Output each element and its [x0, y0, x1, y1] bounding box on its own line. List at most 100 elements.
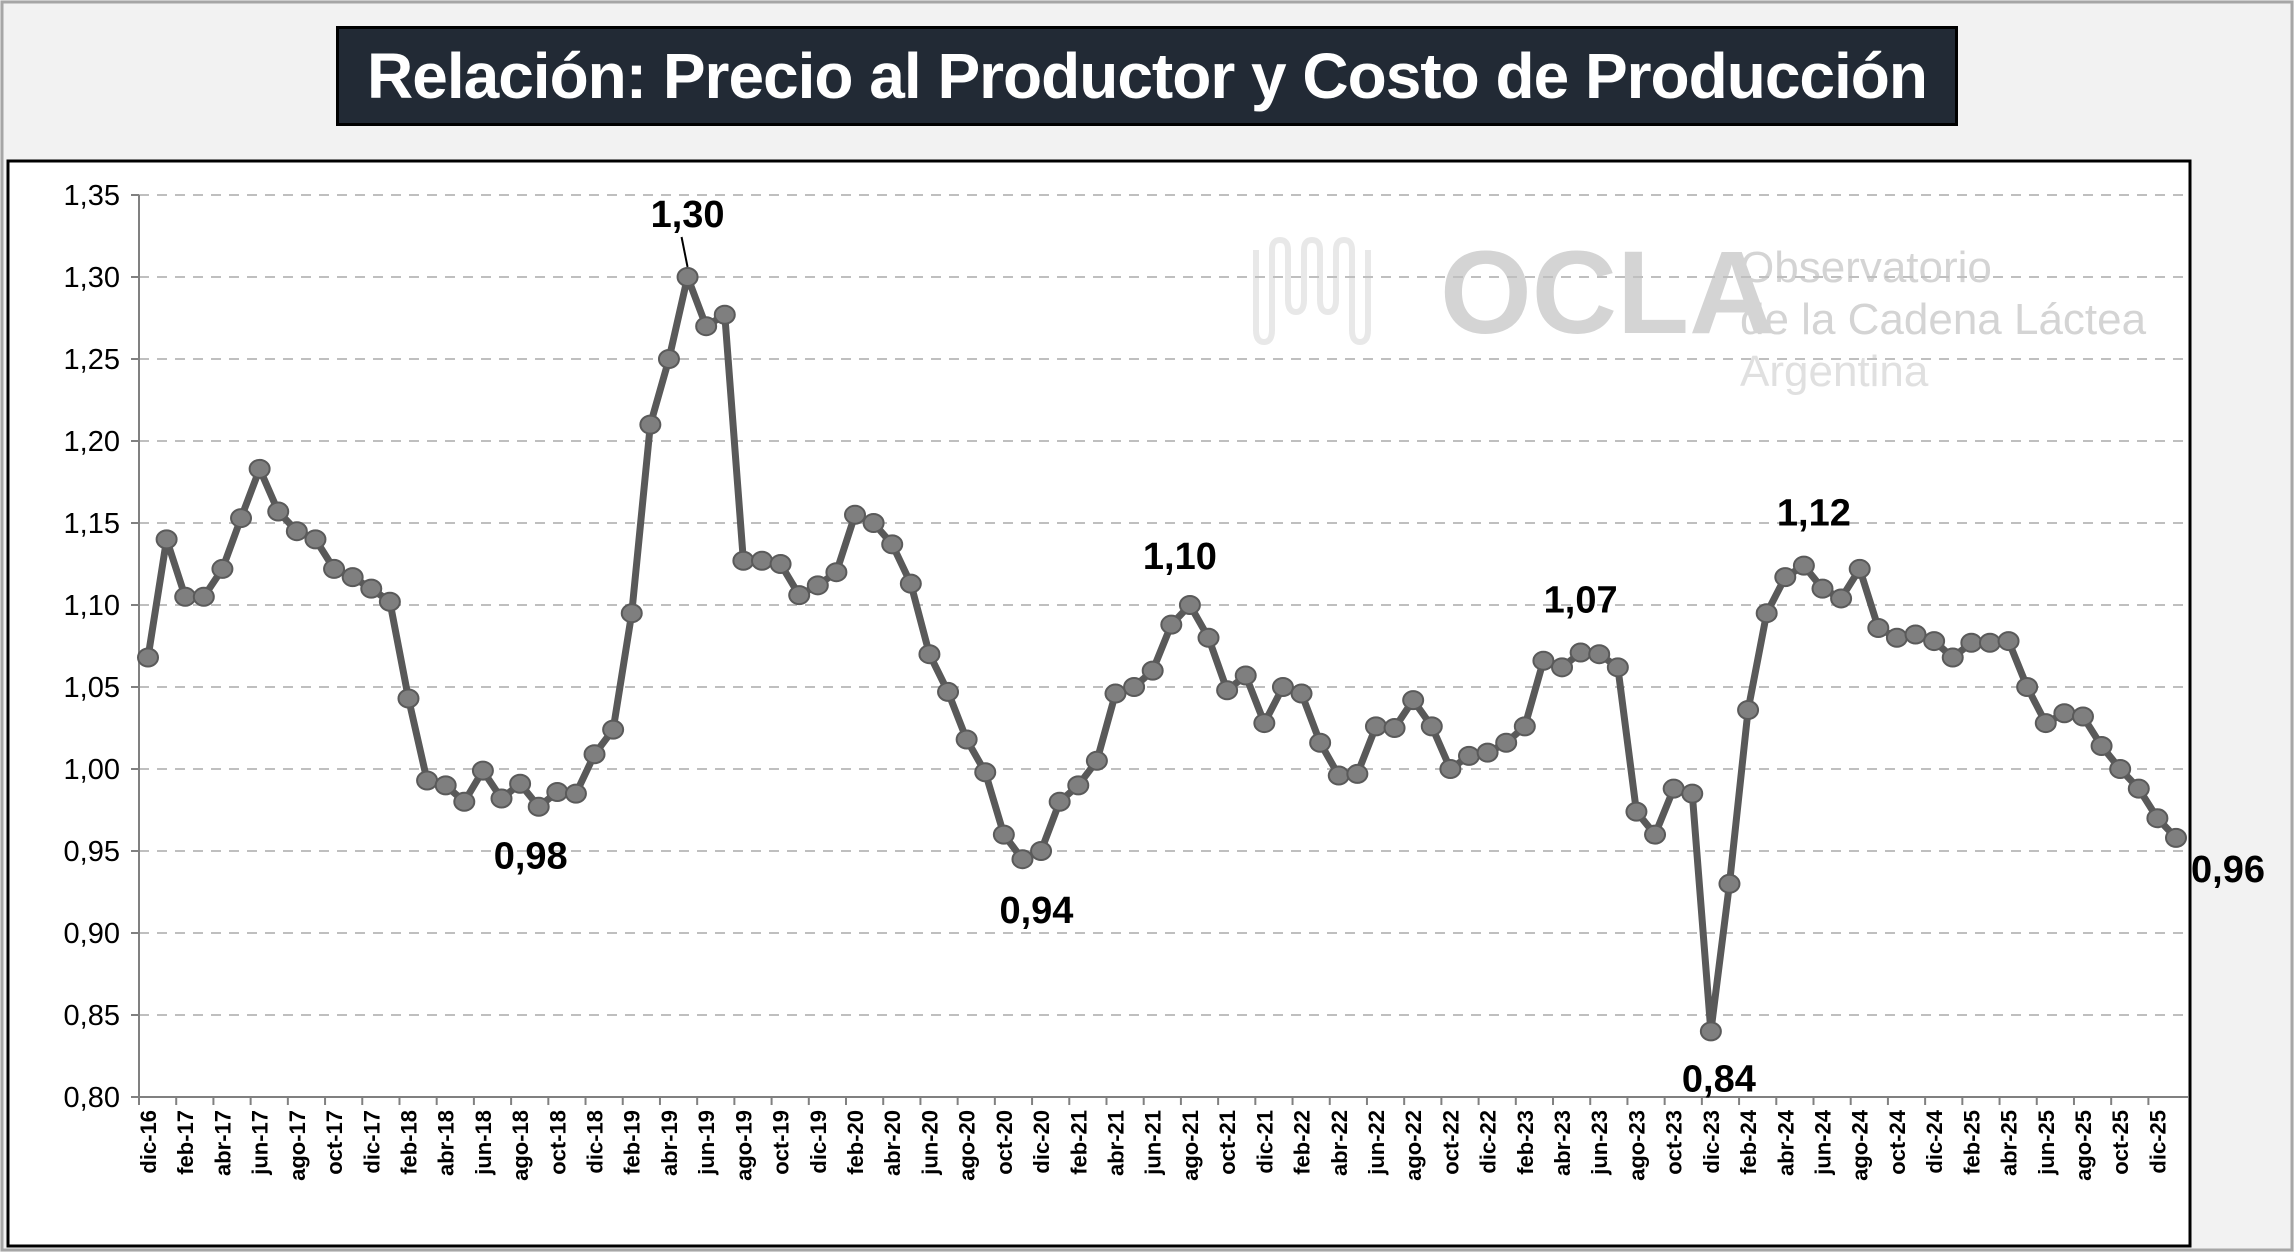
y-tick-label: 0,85 — [64, 1000, 120, 1032]
data-point — [1067, 775, 1090, 796]
data-point — [639, 414, 662, 435]
x-tick-label: ago-24 — [1848, 1109, 1873, 1181]
data-label: 0,96 — [2191, 849, 2265, 891]
data-point — [1625, 801, 1648, 822]
data-point — [1030, 841, 1053, 861]
data-point — [1997, 631, 2020, 652]
y-tick-label: 1,15 — [64, 508, 120, 540]
x-tick-label: dic-19 — [806, 1110, 831, 1174]
data-point — [1811, 578, 1834, 599]
data-point — [1904, 624, 1927, 645]
data-point — [1941, 647, 1964, 668]
data-point — [1420, 716, 1443, 737]
annotations: 1,30 0,98 0,94 1,10 1,07 0,84 1,12 0,96 — [494, 194, 2265, 1100]
data-point — [2071, 706, 2094, 727]
ocla-watermark: OCLA Observatorio de la Cadena Láctea Ar… — [1253, 227, 2147, 396]
watermark-line3: Argentina — [1740, 347, 1929, 396]
x-tick-label: ago-21 — [1178, 1110, 1203, 1181]
data-point — [527, 796, 550, 817]
annotation-leader — [680, 236, 689, 268]
data-point — [267, 501, 290, 522]
data-point — [825, 562, 848, 583]
x-tick-label: jun-22 — [1364, 1110, 1389, 1176]
data-point — [2090, 736, 2113, 757]
data-point — [155, 529, 178, 550]
y-axis-ticks: 0,80 0,85 0,90 0,95 1,00 1,05 1,10 1,15 1,20 1,25… — [64, 180, 139, 1114]
x-tick-label: dic-23 — [1699, 1110, 1724, 1174]
x-tick-label: ago-19 — [731, 1110, 756, 1181]
data-point — [1495, 732, 1518, 753]
data-point — [769, 554, 792, 574]
watermark-line1: Observatorio — [1740, 243, 1992, 292]
data-point — [1476, 742, 1499, 763]
data-point — [1216, 680, 1239, 701]
data-point — [1364, 716, 1387, 737]
x-tick-label: feb-19 — [620, 1110, 645, 1175]
data-point — [192, 586, 215, 607]
data-point — [1439, 759, 1462, 779]
data-point — [1048, 791, 1071, 812]
x-tick-label: abr-19 — [657, 1110, 682, 1176]
data-point — [2146, 808, 2169, 829]
data-point — [806, 575, 829, 596]
x-tick-label: ago-17 — [285, 1110, 310, 1181]
x-tick-label: oct-23 — [1662, 1110, 1687, 1175]
data-point — [1978, 632, 2001, 653]
data-point — [974, 762, 997, 783]
y-tick-label: 1,30 — [64, 262, 120, 294]
x-tick-label: ago-23 — [1624, 1110, 1649, 1181]
data-point — [137, 647, 159, 668]
x-tick-label: dic-22 — [1476, 1110, 1501, 1174]
data-point — [1402, 690, 1425, 711]
data-point — [323, 558, 346, 579]
data-point — [1141, 660, 1164, 681]
x-tick-label: oct-21 — [1215, 1110, 1240, 1175]
data-point — [1346, 763, 1369, 784]
x-tick-label: dic-20 — [1029, 1110, 1054, 1174]
data-point — [1681, 783, 1704, 804]
data-point — [1327, 765, 1350, 786]
x-tick-label: abr-20 — [880, 1110, 905, 1176]
data-label: 1,10 — [1143, 536, 1217, 578]
x-tick-label: feb-24 — [1736, 1109, 1761, 1175]
x-tick-label: abr-22 — [1327, 1110, 1352, 1176]
x-tick-label: feb-22 — [1290, 1110, 1315, 1175]
x-tick-label: feb-18 — [396, 1110, 421, 1175]
data-point — [788, 585, 811, 606]
x-tick-label: abr-24 — [1773, 1109, 1798, 1176]
data-point — [1644, 824, 1667, 845]
x-tick-label: oct-19 — [769, 1110, 794, 1175]
data-point — [2016, 677, 2039, 697]
data-point — [732, 550, 755, 571]
data-point — [1830, 588, 1853, 609]
x-tick-label: jun-19 — [694, 1110, 719, 1176]
y-tick-label: 1,05 — [64, 672, 120, 704]
data-point — [602, 719, 625, 740]
data-point — [881, 534, 904, 555]
data-point — [1699, 1021, 1722, 1042]
data-point — [304, 529, 327, 550]
data-point — [1457, 745, 1480, 766]
data-point — [2165, 827, 2187, 848]
data-point — [1085, 750, 1108, 771]
x-tick-label: ago-18 — [508, 1110, 533, 1181]
y-tick-label: 1,10 — [64, 590, 120, 622]
y-tick-label: 1,35 — [64, 180, 120, 212]
x-tick-label: oct-20 — [992, 1110, 1017, 1175]
data-point — [1383, 718, 1406, 738]
data-point — [1513, 716, 1536, 737]
data-point — [2034, 713, 2057, 734]
data-point — [1923, 631, 1946, 652]
data-point — [844, 504, 867, 525]
x-tick-label: jun-20 — [917, 1110, 942, 1176]
data-point — [1569, 642, 1592, 663]
data-point — [1271, 677, 1294, 697]
data-point — [1960, 632, 1983, 653]
data-point — [248, 458, 271, 479]
data-point — [1290, 683, 1313, 704]
x-axis-ticks: dic-16 feb-17 abr-17 jun-17 ago-17 oct-17 dic-… — [136, 1097, 2170, 1181]
data-point — [285, 521, 308, 542]
x-tick-label: abr-17 — [210, 1110, 235, 1176]
data-point — [1532, 650, 1555, 671]
